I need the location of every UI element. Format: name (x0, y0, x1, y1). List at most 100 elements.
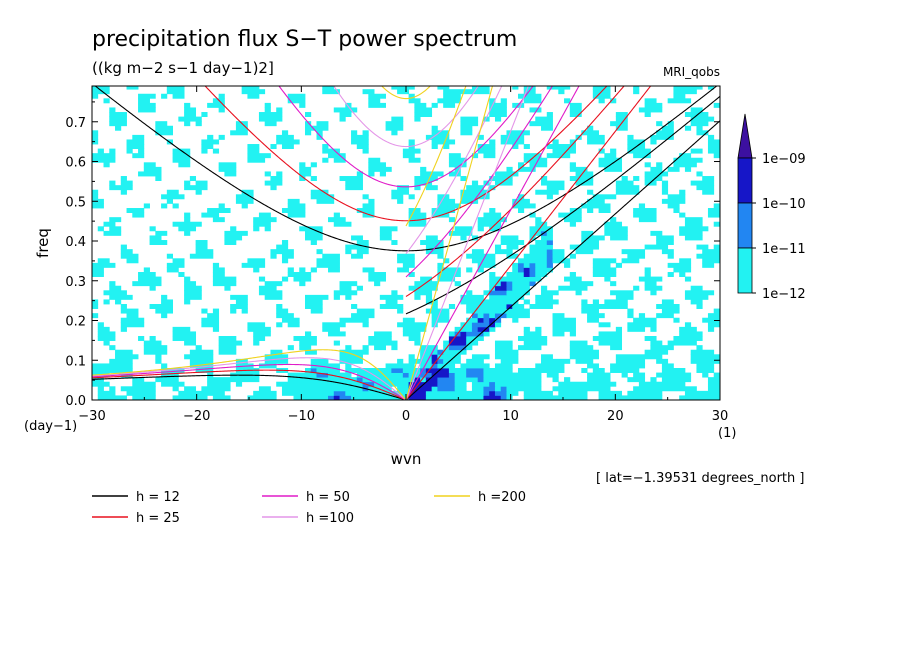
power-cell (201, 139, 220, 145)
power-cell (627, 377, 646, 383)
power-cell (184, 112, 197, 118)
power-cell (443, 102, 456, 108)
x-tick-label: 10 (502, 409, 519, 424)
power-cell (92, 363, 133, 369)
power-cell (489, 326, 496, 332)
power-cell (489, 208, 496, 213)
power-cell (184, 217, 191, 223)
power-cell (587, 363, 599, 369)
power-cell (523, 153, 542, 159)
power-cell (408, 208, 421, 213)
power-cell (310, 363, 340, 369)
power-cell (276, 322, 283, 328)
power-cell (627, 253, 646, 259)
power-cell (471, 313, 479, 319)
power-cell (235, 198, 254, 204)
power-cell (253, 331, 271, 337)
power-cell (115, 354, 139, 360)
power-cell (230, 304, 248, 309)
power-cell (218, 336, 237, 341)
power-cell (633, 386, 697, 392)
power-cell (362, 203, 375, 209)
power-cell (362, 148, 369, 154)
power-cell (460, 331, 467, 337)
power-cell (592, 194, 617, 200)
power-cell (466, 253, 496, 259)
power-cell (523, 340, 548, 346)
power-cell (523, 144, 530, 150)
power-cell (684, 322, 692, 328)
power-cell (253, 217, 277, 223)
power-cell (690, 116, 715, 122)
power-cell (362, 194, 369, 200)
colorbar-segment (737, 247, 753, 294)
power-cell (402, 153, 415, 159)
power-cell (97, 395, 127, 400)
power-cell (408, 395, 427, 400)
power-cell (535, 221, 548, 227)
power-cell (310, 368, 317, 373)
power-cell (546, 372, 559, 378)
power-cell (120, 244, 127, 250)
power-cell (414, 102, 427, 108)
power-cell (529, 107, 542, 113)
power-cell (633, 212, 657, 218)
power-cell (408, 386, 433, 392)
power-cell (581, 368, 588, 373)
power-cell (466, 358, 484, 364)
power-cell (552, 331, 565, 337)
power-cell (523, 299, 530, 305)
power-cell (92, 130, 99, 136)
power-cell (604, 276, 611, 282)
power-cell (494, 249, 513, 255)
power-cell (212, 395, 231, 400)
power-cell (500, 134, 525, 140)
power-cell (460, 299, 519, 305)
power-cell (310, 189, 329, 195)
rossby-curve (92, 374, 406, 400)
power-cell (633, 153, 651, 159)
power-cell (120, 308, 139, 314)
power-cell (92, 157, 116, 163)
power-cell (339, 281, 358, 287)
power-cell (667, 98, 692, 104)
rossby-curve (92, 369, 406, 400)
power-cell (402, 317, 415, 323)
power-cell (564, 217, 582, 223)
power-cell (391, 194, 404, 200)
power-cell (207, 134, 214, 140)
power-cell (489, 390, 496, 396)
power-cell (506, 244, 519, 250)
power-cell (120, 386, 156, 392)
power-cell (316, 372, 329, 378)
power-cell (270, 144, 277, 150)
power-cell (328, 267, 340, 273)
power-cell (351, 235, 363, 241)
power-cell (633, 89, 640, 95)
power-cell (621, 176, 628, 181)
power-cell (546, 112, 553, 118)
power-cell (690, 285, 703, 291)
power-cell (109, 185, 133, 191)
power-cell (253, 340, 260, 346)
power-cell (322, 144, 329, 150)
power-cell (345, 180, 363, 186)
power-cell (178, 116, 202, 122)
power-cell (454, 386, 467, 392)
power-cell (408, 354, 415, 360)
power-cell (483, 317, 490, 323)
power-cell (598, 98, 605, 104)
power-cell (304, 368, 312, 373)
power-cell (379, 304, 404, 309)
power-cell (523, 253, 548, 259)
power-cell (166, 189, 179, 195)
power-cell (420, 345, 438, 351)
power-cell (592, 262, 611, 268)
power-cell (431, 317, 450, 323)
power-cell (333, 107, 358, 113)
power-cell (512, 267, 519, 273)
power-cell (120, 317, 145, 323)
power-cell (517, 368, 565, 373)
power-cell (195, 368, 214, 373)
power-cell (92, 272, 104, 277)
